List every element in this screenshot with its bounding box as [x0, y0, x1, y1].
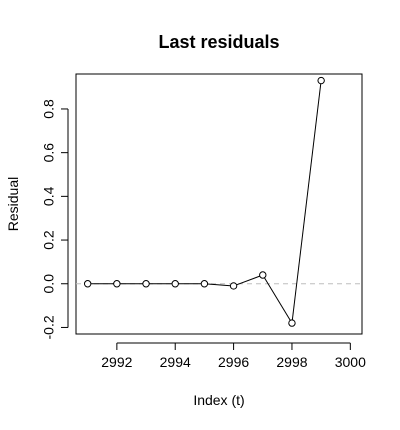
series-line-segment [291, 83, 322, 320]
series-line-segment [236, 275, 260, 286]
y-tick-label: 0.4 [41, 186, 57, 206]
series-points [83, 76, 325, 327]
y-tick-label: 0.2 [41, 230, 57, 250]
x-tick-label: 3000 [335, 354, 366, 370]
data-point [229, 282, 238, 290]
data-point [171, 280, 179, 288]
data-point [259, 271, 267, 279]
series-line-segment [207, 283, 231, 287]
data-point [83, 280, 92, 288]
x-axis-label: Index (t) [193, 392, 244, 408]
y-axis: -0.2 0.0 0.2 0.4 0.6 0.8 [41, 99, 69, 340]
y-tick-label: -0.2 [41, 315, 57, 339]
series-line-segment [264, 277, 291, 321]
data-point [288, 319, 296, 327]
data-point [317, 76, 325, 85]
x-tick-label: 2996 [218, 354, 249, 370]
data-point [113, 280, 121, 288]
data-point [200, 280, 209, 288]
plot-area-border [75, 73, 363, 335]
y-axis-label: Residual [5, 177, 21, 231]
x-tick-label: 2992 [101, 354, 132, 370]
x-tick-label: 2998 [276, 354, 307, 370]
y-tick-label: 0.0 [41, 274, 57, 294]
x-tick-label: 2994 [160, 354, 191, 370]
series-lines [90, 83, 322, 321]
y-tick-label: 0.6 [41, 143, 57, 163]
data-point [142, 280, 150, 288]
y-tick-label: 0.8 [41, 99, 57, 119]
x-axis: 2992 2994 2996 2998 3000 [101, 342, 366, 370]
chart-title: Last residuals [158, 32, 279, 52]
